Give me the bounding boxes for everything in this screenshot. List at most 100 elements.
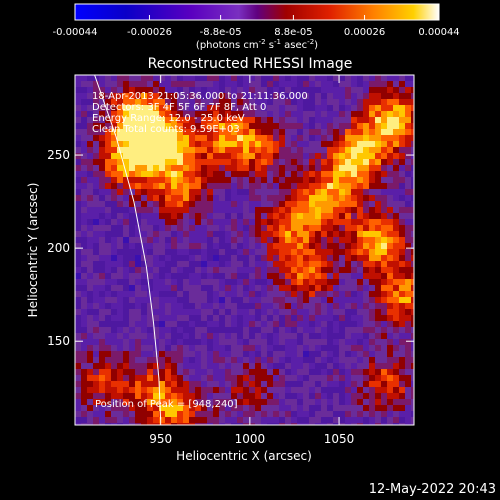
heatmap-cell xyxy=(375,315,381,321)
heatmap-cell xyxy=(381,87,387,93)
heatmap-cell xyxy=(303,237,309,243)
heatmap-cell xyxy=(255,237,261,243)
heatmap-cell xyxy=(399,285,405,291)
heatmap-cell xyxy=(333,303,339,309)
heatmap-cell xyxy=(327,387,333,393)
heatmap-cell xyxy=(297,213,303,219)
heatmap-cell xyxy=(141,381,147,387)
heatmap-cell xyxy=(375,219,381,225)
heatmap-cell xyxy=(123,345,129,351)
heatmap-cell xyxy=(285,267,291,273)
heatmap-cell xyxy=(93,135,99,141)
heatmap-cell xyxy=(387,363,393,369)
heatmap-cell xyxy=(309,93,315,99)
heatmap-cell xyxy=(273,357,279,363)
heatmap-cell xyxy=(237,105,243,111)
heatmap-cell xyxy=(333,153,339,159)
heatmap-cell xyxy=(177,297,183,303)
heatmap-cell xyxy=(207,177,213,183)
heatmap-cell xyxy=(321,303,327,309)
heatmap-cell xyxy=(273,285,279,291)
heatmap-cell xyxy=(309,399,315,405)
heatmap-cell xyxy=(357,135,363,141)
heatmap-cell xyxy=(153,423,159,425)
heatmap-cell xyxy=(117,93,123,99)
heatmap-cell xyxy=(111,99,117,105)
heatmap-cell xyxy=(225,345,231,351)
heatmap-cell xyxy=(369,159,375,165)
heatmap-cell xyxy=(189,333,195,339)
heatmap-cell xyxy=(411,111,414,117)
heatmap-cell xyxy=(123,147,129,153)
heatmap-cell xyxy=(399,99,405,105)
heatmap-cell xyxy=(183,285,189,291)
heatmap-cell xyxy=(141,147,147,153)
heatmap-cell xyxy=(309,87,315,93)
heatmap-cell xyxy=(351,147,357,153)
heatmap-cell xyxy=(255,189,261,195)
heatmap-cell xyxy=(333,171,339,177)
heatmap-cell xyxy=(273,297,279,303)
heatmap-cell xyxy=(351,201,357,207)
heatmap-cell xyxy=(153,87,159,93)
heatmap-cell xyxy=(273,321,279,327)
heatmap-cell xyxy=(249,129,255,135)
heatmap-cell xyxy=(357,123,363,129)
heatmap-cell xyxy=(375,279,381,285)
heatmap-cell xyxy=(357,255,363,261)
heatmap-cell xyxy=(273,405,279,411)
heatmap-cell xyxy=(363,141,369,147)
heatmap-cell xyxy=(375,417,381,423)
heatmap-cell xyxy=(387,123,393,129)
heatmap-cell xyxy=(153,207,159,213)
heatmap-cell xyxy=(405,165,411,171)
heatmap-cell xyxy=(273,99,279,105)
heatmap-cell xyxy=(159,129,165,135)
heatmap-cell xyxy=(75,339,81,345)
heatmap-cell xyxy=(375,75,381,81)
heatmap-cell xyxy=(165,399,171,405)
heatmap-cell xyxy=(303,147,309,153)
heatmap-cell xyxy=(357,213,363,219)
heatmap-cell xyxy=(207,153,213,159)
heatmap-cell xyxy=(411,93,414,99)
heatmap-cell xyxy=(363,99,369,105)
heatmap-cell xyxy=(87,351,93,357)
heatmap-cell xyxy=(135,201,141,207)
heatmap-cell xyxy=(309,381,315,387)
heatmap-cell xyxy=(237,273,243,279)
heatmap-cell xyxy=(159,237,165,243)
heatmap-cell xyxy=(321,399,327,405)
heatmap-cell xyxy=(393,261,399,267)
heatmap-cell xyxy=(339,165,345,171)
heatmap-cell xyxy=(291,213,297,219)
heatmap-cell xyxy=(201,219,207,225)
heatmap-cell xyxy=(75,225,81,231)
heatmap-cell xyxy=(153,225,159,231)
heatmap-cell xyxy=(315,219,321,225)
heatmap-cell xyxy=(99,291,105,297)
heatmap-cell xyxy=(213,267,219,273)
heatmap-cell xyxy=(315,267,321,273)
heatmap-cell xyxy=(297,297,303,303)
heatmap-cell xyxy=(87,309,93,315)
heatmap-cell xyxy=(351,189,357,195)
heatmap-cell xyxy=(411,243,414,249)
heatmap-cell xyxy=(327,255,333,261)
heatmap-cell xyxy=(285,177,291,183)
heatmap-cell xyxy=(303,375,309,381)
heatmap-cell xyxy=(111,399,117,405)
heatmap-cell xyxy=(183,399,189,405)
heatmap-cell xyxy=(87,411,93,417)
heatmap-cell xyxy=(249,231,255,237)
heatmap-cell xyxy=(387,81,393,87)
heatmap-cell xyxy=(321,375,327,381)
heatmap-cell xyxy=(333,417,339,423)
heatmap-cell xyxy=(123,327,129,333)
heatmap-cell xyxy=(369,279,375,285)
heatmap-cell xyxy=(357,159,363,165)
heatmap-cell xyxy=(141,291,147,297)
heatmap-cell xyxy=(285,243,291,249)
heatmap-cell xyxy=(75,393,81,399)
heatmap-cell xyxy=(201,183,207,189)
